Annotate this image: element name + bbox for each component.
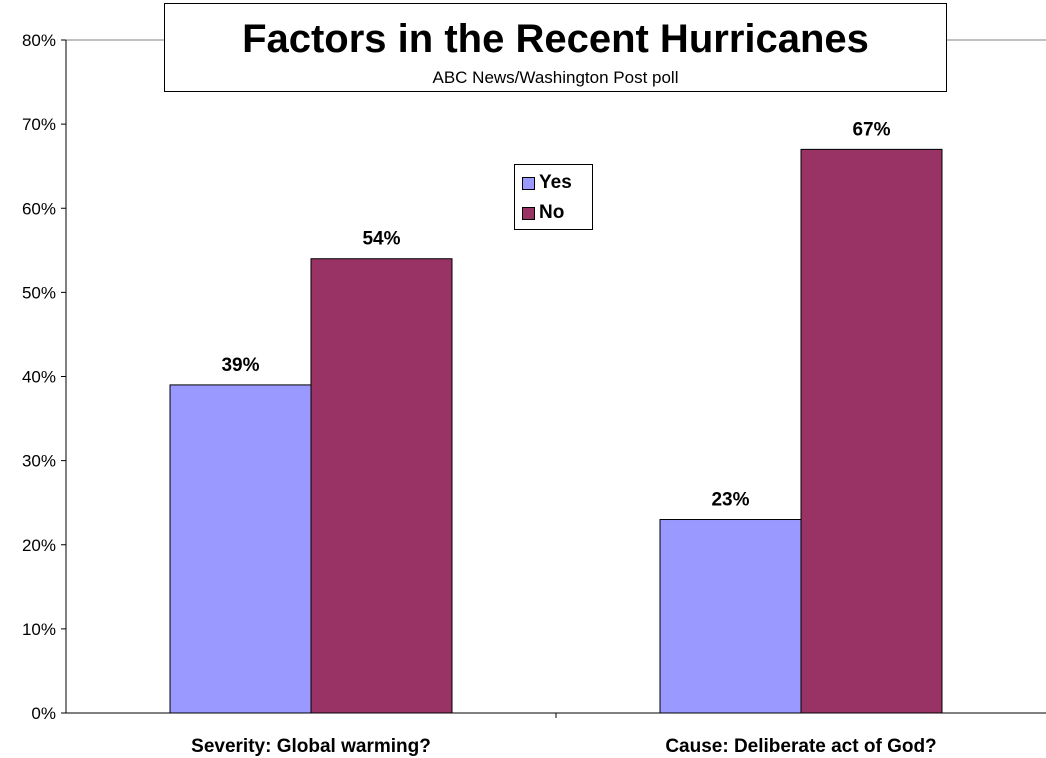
y-tick-label: 20% — [22, 536, 56, 555]
legend-item-yes: Yes — [522, 172, 572, 194]
y-tick-label: 10% — [22, 620, 56, 639]
bar-no — [800, 148, 943, 714]
x-category-label: Cause: Deliberate act of God? — [665, 736, 936, 757]
legend-item-no: No — [522, 202, 564, 224]
x-category-label: Severity: Global warming? — [191, 736, 431, 757]
legend-label-yes: Yes — [539, 172, 572, 193]
bar-value-label: 67% — [852, 119, 890, 140]
chart-subtitle: ABC News/Washington Post poll — [432, 68, 679, 87]
y-tick-label: 70% — [22, 115, 56, 134]
chart-data-labels: 39% 54% 23% 67% — [221, 119, 890, 510]
y-tick-label: 80% — [22, 31, 56, 50]
bar-yes — [659, 519, 802, 714]
chart-title-box: Factors in the Recent Hurricanes ABC New… — [164, 3, 947, 92]
legend-swatch-yes — [522, 176, 535, 190]
y-tick-label: 50% — [22, 283, 56, 302]
y-tick-label: 30% — [22, 452, 56, 471]
legend-label-no: No — [539, 202, 565, 223]
chart-title: Factors in the Recent Hurricanes — [242, 17, 869, 61]
bar-no — [310, 258, 453, 714]
y-tick-label: 40% — [22, 368, 56, 387]
chart-category-labels: Severity: Global warming? Cause: Delibera… — [191, 736, 937, 757]
y-tick-label: 60% — [22, 199, 56, 218]
legend-swatch-no — [522, 206, 535, 220]
bar-value-label: 39% — [221, 355, 259, 376]
chart-bars — [169, 148, 943, 714]
y-tick-label: 0% — [31, 704, 56, 723]
bar-yes — [169, 384, 312, 714]
bar-value-label: 23% — [711, 490, 749, 511]
chart-legend: Yes No — [514, 164, 593, 230]
bar-value-label: 54% — [362, 229, 400, 250]
